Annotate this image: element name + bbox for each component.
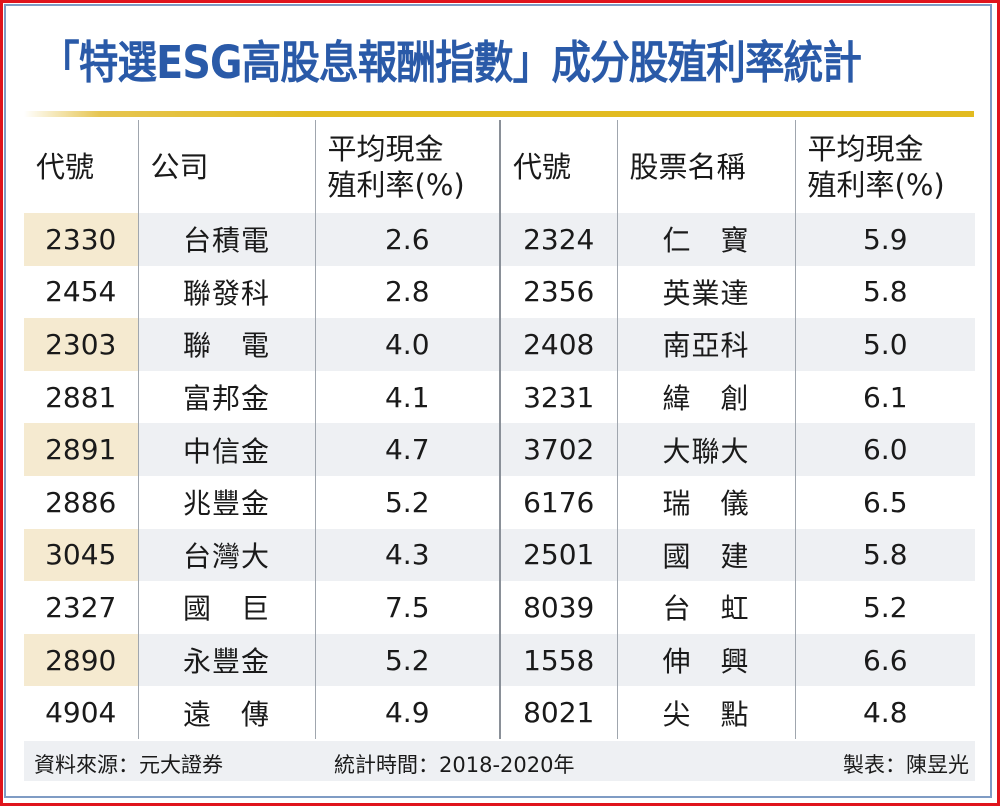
header-company: 公司: [137, 120, 315, 213]
divider-line: [24, 111, 974, 117]
table-row: 2886 兆豐金 5.2 6176 瑞 儀 6.5: [24, 475, 975, 529]
header-yield-right: 平均現金 殖利率(%): [794, 120, 975, 213]
table-body: 2330 台積電 2.6 2324 仁 寶 5.9 2454 聯發科 2.8 2356 英業達 5.8…: [24, 213, 975, 739]
stock-name: 尖 點: [616, 686, 795, 739]
company-name: 遠 傳: [137, 686, 315, 739]
company-name: 富邦金: [137, 370, 315, 424]
stock-code: 2891: [24, 423, 138, 476]
company-name: 台積電: [137, 213, 315, 266]
stock-code: 2330: [24, 213, 138, 266]
stock-code: 3231: [499, 370, 617, 424]
stock-name: 瑞 儀: [616, 475, 795, 529]
table-row: 4904 遠 傳 4.9 8021 尖 點 4.8: [24, 686, 975, 739]
table-row: 2327 國 巨 7.5 8039 台 虹 5.2: [24, 581, 975, 634]
dividend-yield: 5.8: [794, 528, 975, 582]
dividend-yield: 5.9: [794, 213, 975, 266]
stock-name: 仁 寶: [616, 213, 795, 266]
footer: 資料來源：元大證券 統計時間：2018-2020年 製表：陳昱光: [24, 741, 975, 781]
yield-table: 代號 公司 平均現金 殖利率(%) 代號 股票名稱 平均現金 殖利率(%) 23…: [24, 120, 975, 739]
company-name: 兆豐金: [137, 475, 315, 529]
dividend-yield: 6.6: [794, 633, 975, 687]
header-yield-left: 平均現金 殖利率(%): [314, 120, 500, 213]
company-name: 國 巨: [137, 581, 315, 634]
stock-code: 2408: [499, 318, 617, 371]
stock-code: 2454: [45, 275, 117, 309]
company-name: 台灣大: [137, 528, 315, 582]
table-row: 2454 聯發科 2.8 2356 英業達 5.8: [24, 265, 975, 319]
company-name: 中信金: [137, 423, 315, 476]
stock-name: 大聯大: [616, 423, 795, 476]
stock-name: 國 建: [616, 528, 795, 582]
stock-code: 2356: [499, 265, 617, 319]
stock-code: 1558: [499, 633, 617, 687]
stock-code: 3045: [24, 528, 138, 582]
table-row: 2881 富邦金 4.1 3231 緯 創 6.1: [24, 370, 975, 424]
stock-name: 緯 創: [616, 370, 795, 424]
stock-name: 英業達: [616, 265, 795, 319]
dividend-yield: 2.6: [314, 213, 500, 266]
credit-note: 製表：陳昱光: [843, 753, 969, 777]
stock-code: 3702: [499, 423, 617, 476]
dividend-yield: 5.2: [794, 581, 975, 634]
stock-code: 2501: [499, 528, 617, 582]
inner-border: [4, 4, 992, 798]
dividend-yield: 5.0: [794, 318, 975, 371]
stock-code: 2327: [45, 590, 117, 624]
table-row: 2303 聯 電 4.0 2408 南亞科 5.0: [24, 318, 975, 371]
dividend-yield: 5.8: [794, 265, 975, 319]
stock-code: 8039: [499, 581, 617, 634]
table-row: 2890 永豐金 5.2 1558 伸 興 6.6: [24, 633, 975, 687]
dividend-yield: 6.0: [794, 423, 975, 476]
stock-name: 台 虹: [616, 581, 795, 634]
dividend-yield: 7.5: [314, 581, 500, 634]
header-stock-name: 股票名稱: [616, 120, 795, 213]
header-code-left: 代號: [36, 149, 95, 184]
dividend-yield: 4.7: [314, 423, 500, 476]
company-name: 聯 電: [137, 318, 315, 371]
stock-name: 伸 興: [616, 633, 795, 687]
stock-name: 南亞科: [616, 318, 795, 371]
dividend-yield: 4.9: [314, 686, 500, 739]
period-note: 統計時間：2018-2020年: [334, 753, 575, 777]
dividend-yield: 6.1: [794, 370, 975, 424]
page-title: 「特選ESG高股息報酬指數」成分股殖利率統計: [40, 36, 862, 89]
stock-code: 4904: [45, 696, 117, 730]
stock-code: 6176: [499, 475, 617, 529]
dividend-yield: 5.2: [314, 475, 500, 529]
table-header-row: 代號 公司 平均現金 殖利率(%) 代號 股票名稱 平均現金 殖利率(%): [24, 120, 975, 213]
dividend-yield: 4.0: [314, 318, 500, 371]
company-name: 永豐金: [137, 633, 315, 687]
company-name: 聯發科: [137, 265, 315, 319]
stock-code: 2881: [45, 380, 117, 414]
dividend-yield: 4.3: [314, 528, 500, 582]
dividend-yield: 6.5: [794, 475, 975, 529]
stock-code: 2890: [24, 633, 138, 687]
dividend-yield: 4.1: [314, 370, 500, 424]
stock-code: 2303: [24, 318, 138, 371]
table-row: 2891 中信金 4.7 3702 大聯大 6.0: [24, 423, 975, 476]
table-row: 2330 台積電 2.6 2324 仁 寶 5.9: [24, 213, 975, 266]
stock-code: 2324: [499, 213, 617, 266]
table-row: 3045 台灣大 4.3 2501 國 建 5.8: [24, 528, 975, 582]
dividend-yield: 5.2: [314, 633, 500, 687]
stock-code: 2886: [45, 485, 117, 519]
source-note: 資料來源：元大證券: [34, 753, 223, 777]
stock-code: 8021: [499, 686, 617, 739]
header-code-right: 代號: [499, 120, 617, 213]
dividend-yield: 4.8: [794, 686, 975, 739]
dividend-yield: 2.8: [314, 265, 500, 319]
